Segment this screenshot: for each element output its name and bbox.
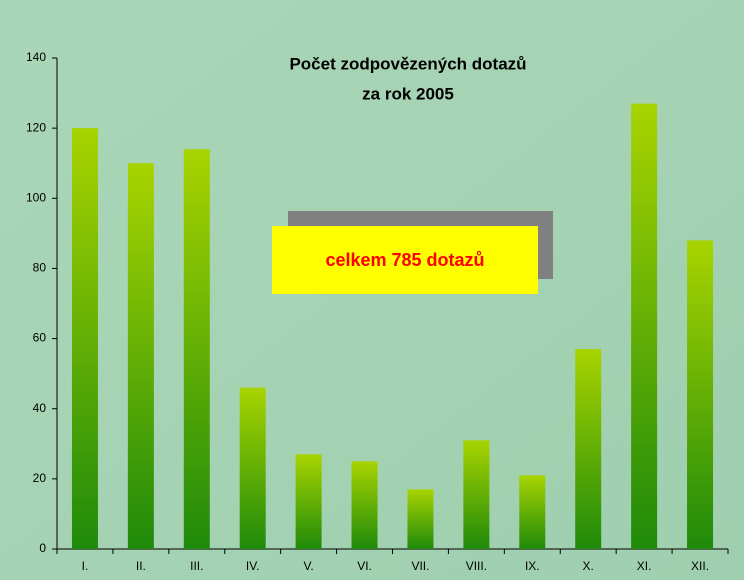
bar (463, 440, 490, 549)
x-tick-label: IX. (525, 559, 540, 573)
bar (407, 489, 434, 549)
bar (239, 387, 266, 549)
bar (351, 461, 378, 549)
x-tick-label: V. (304, 559, 314, 573)
bar (183, 149, 210, 549)
bar (631, 103, 658, 549)
x-tick-label: IV. (246, 559, 260, 573)
x-tick-label: III. (190, 559, 203, 573)
y-tick-label: 60 (33, 331, 47, 345)
chart-title: Počet zodpovězených dotazů (289, 54, 526, 73)
x-tick-label: XII. (691, 559, 709, 573)
bar (295, 454, 322, 549)
bar (127, 163, 154, 549)
x-tick-label: II. (136, 559, 146, 573)
x-tick-label: XI. (637, 559, 652, 573)
y-tick-label: 120 (26, 120, 46, 134)
y-tick-label: 80 (33, 261, 47, 275)
y-tick-label: 100 (26, 190, 46, 204)
y-tick-label: 140 (26, 50, 46, 64)
x-tick-label: VIII. (466, 559, 487, 573)
x-tick-label: I. (82, 559, 89, 573)
annotation-box (272, 226, 538, 294)
x-tick-label: VI. (357, 559, 372, 573)
bar (575, 349, 602, 549)
x-tick-label: X. (583, 559, 594, 573)
y-tick-label: 40 (33, 401, 47, 415)
bar (71, 128, 98, 549)
x-tick-label: VII. (411, 559, 429, 573)
bar (519, 475, 546, 549)
chart-title: za rok 2005 (362, 84, 454, 103)
y-tick-label: 20 (33, 471, 47, 485)
bar (687, 240, 714, 549)
y-tick-label: 0 (39, 541, 46, 555)
annotation: celkem 785 dotazů (325, 250, 484, 270)
